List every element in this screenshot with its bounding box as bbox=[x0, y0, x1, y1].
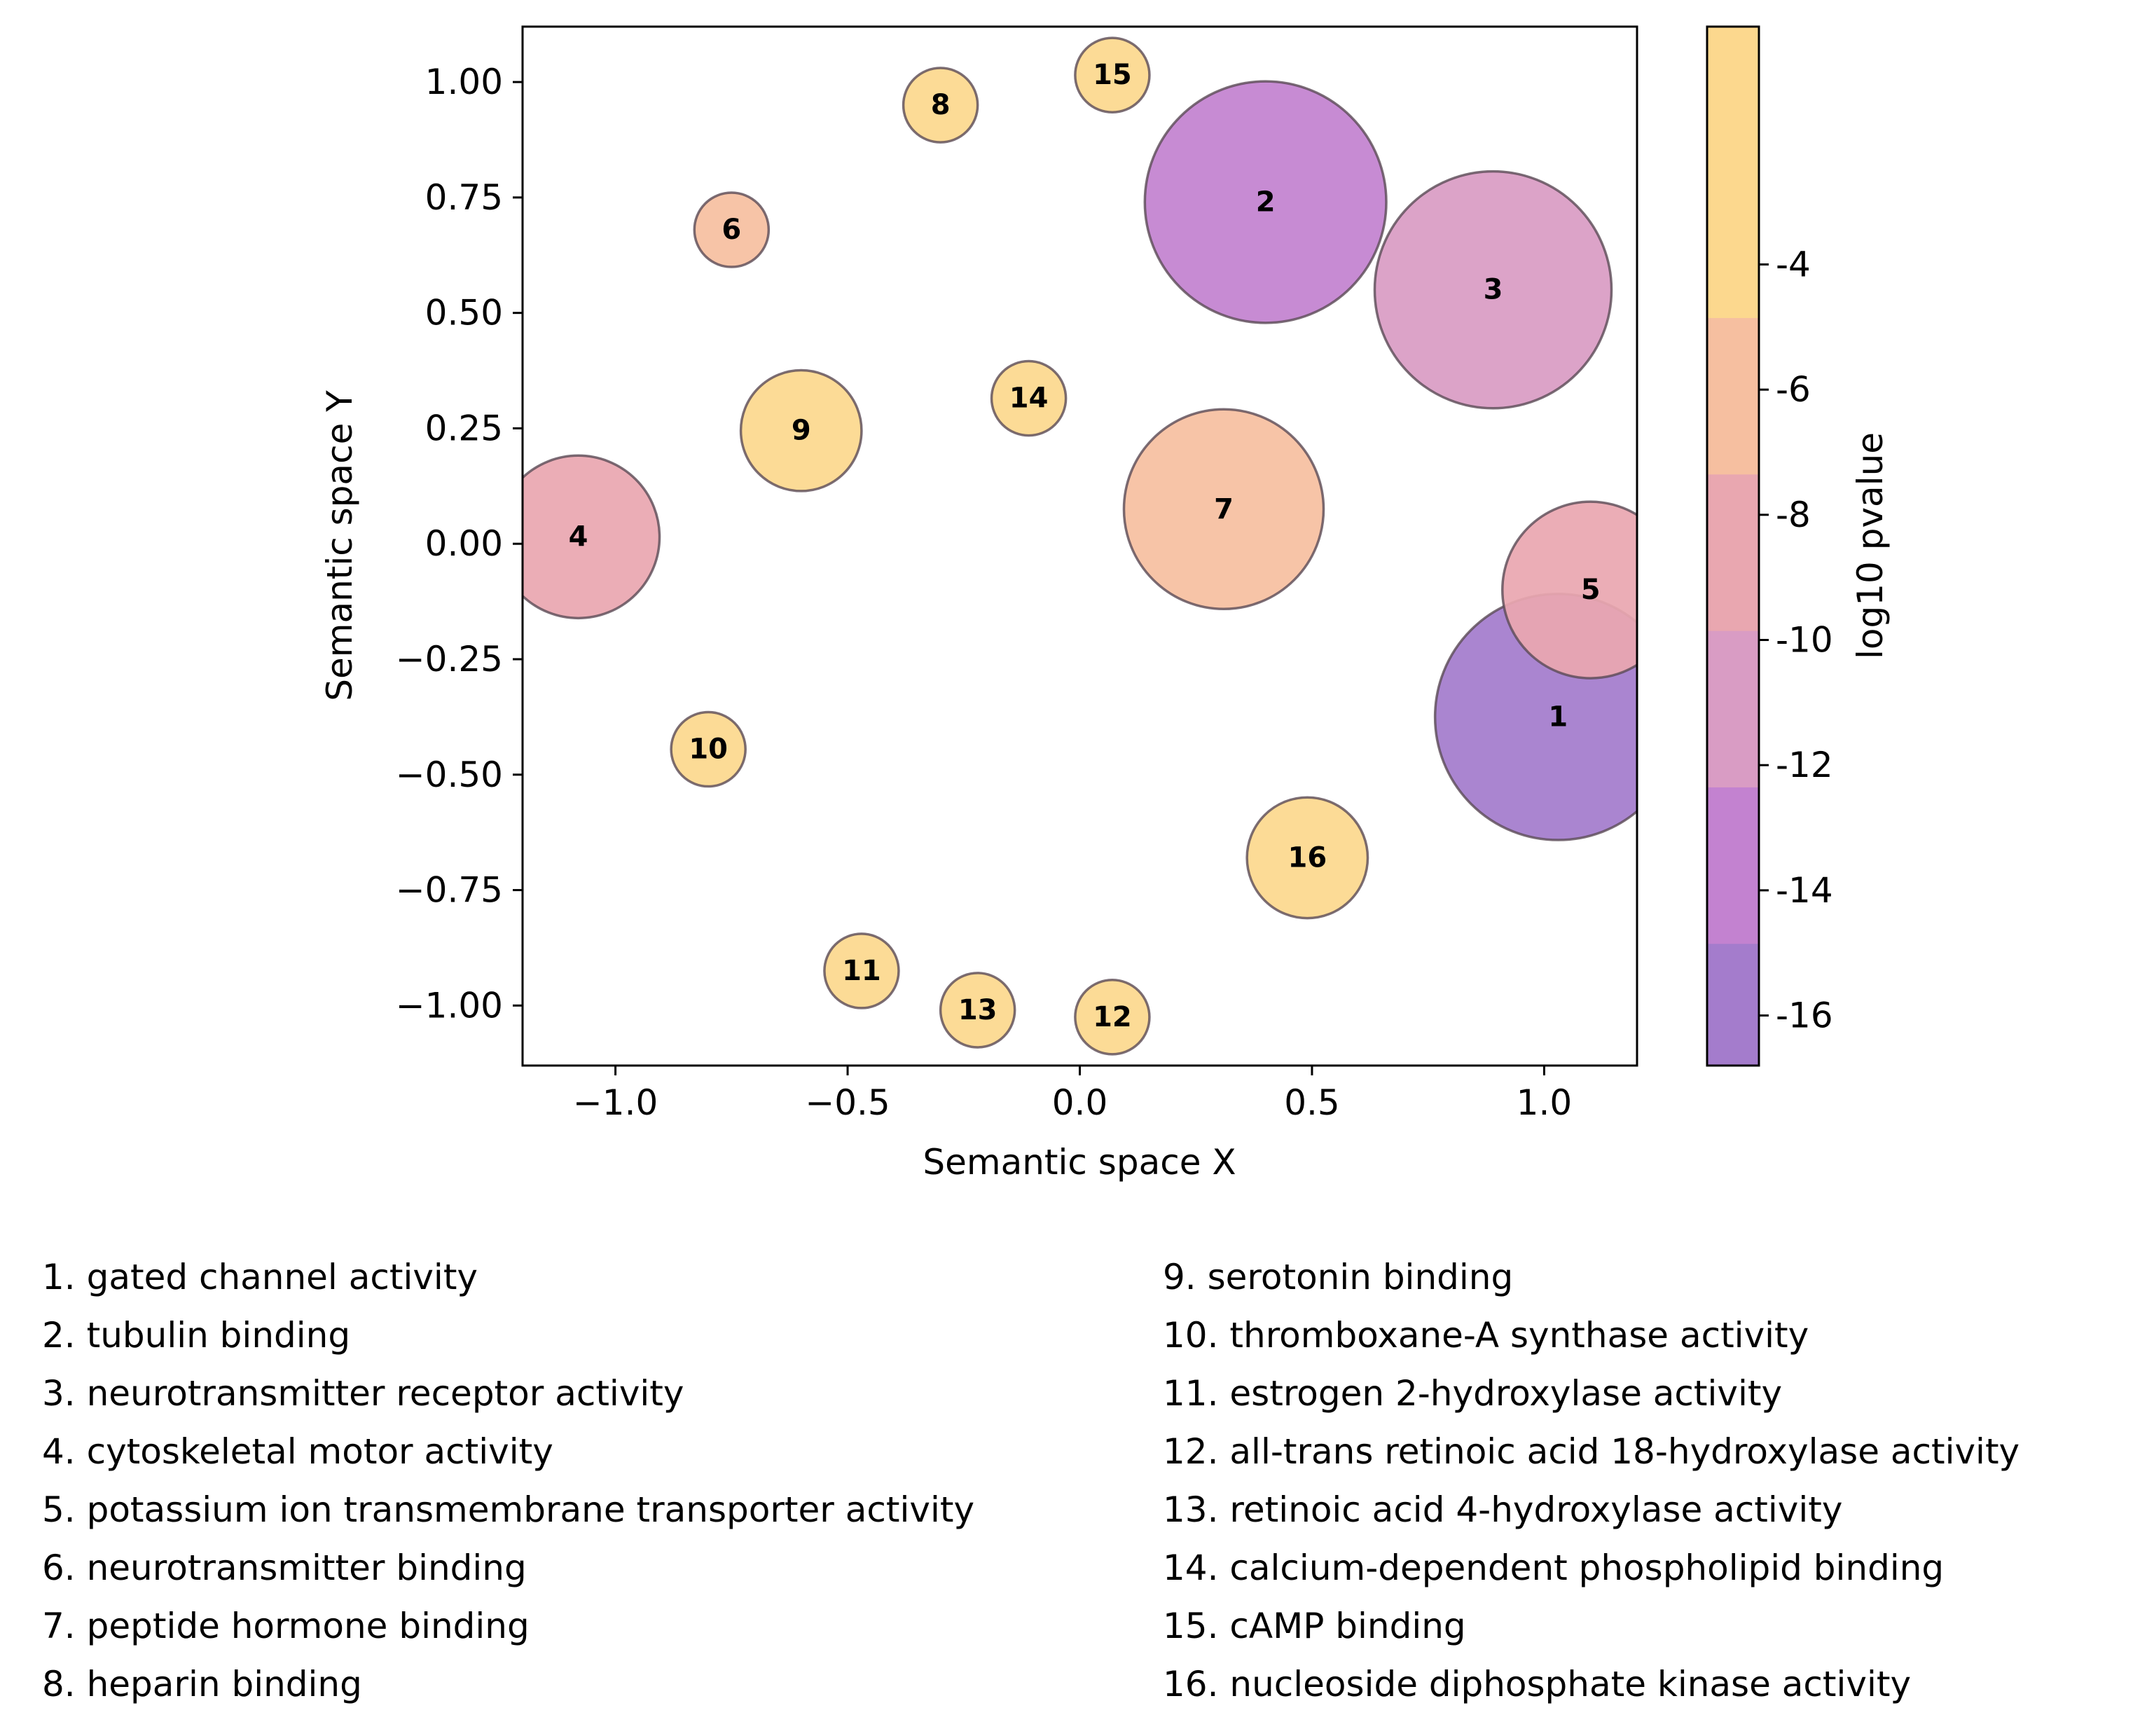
legend-entry: 14. calcium-dependent phospholipid bindi… bbox=[1163, 1548, 1945, 1588]
colorbar-bin bbox=[1707, 474, 1759, 631]
x-tick-label: −0.5 bbox=[805, 1082, 890, 1123]
colorbar-tick-label: -10 bbox=[1776, 620, 1833, 661]
bubble-8 bbox=[902, 67, 979, 144]
x-tick-label: 0.0 bbox=[1052, 1082, 1108, 1123]
colorbar-bin bbox=[1707, 317, 1759, 475]
y-tick-label: −1.00 bbox=[396, 985, 503, 1026]
bubble-3 bbox=[1373, 170, 1613, 410]
y-axis: 1.00 0.75 0.50 0.25 0.00 −0.25 −0.50 −0.75 −1.00 bbox=[396, 62, 523, 1026]
bubble-label-15: 15 bbox=[1093, 59, 1132, 91]
legend-entry: 9. serotonin binding bbox=[1163, 1257, 1514, 1297]
colorbar-bin bbox=[1707, 27, 1759, 318]
bubble-layer bbox=[523, 36, 1637, 1056]
bubble-7 bbox=[1122, 408, 1325, 611]
bubble-label-13: 13 bbox=[958, 994, 997, 1026]
bubble-2 bbox=[1143, 80, 1388, 324]
bubble-label-14: 14 bbox=[1009, 383, 1049, 415]
x-axis: −1.0 −0.5 0.0 0.5 1.0 bbox=[573, 1066, 1572, 1123]
bubble-label-7: 7 bbox=[1214, 493, 1234, 525]
legend-entry: 10. thromboxane-A synthase activity bbox=[1163, 1315, 1809, 1356]
x-tick-label: −1.0 bbox=[573, 1082, 658, 1123]
bubble-14 bbox=[990, 359, 1068, 437]
bubble-label-12: 12 bbox=[1093, 1001, 1132, 1033]
colorbar-bin bbox=[1707, 631, 1759, 787]
bubble-12 bbox=[1074, 979, 1151, 1056]
term-legend-left: 1. gated channel activity 2. tubulin bind… bbox=[42, 1248, 974, 1714]
y-tick-label: 0.50 bbox=[425, 293, 503, 333]
bubble-label-2: 2 bbox=[1256, 186, 1276, 218]
colorbar-tick-label: -6 bbox=[1776, 369, 1811, 410]
legend-entry: 5. potassium ion transmembrane transport… bbox=[42, 1489, 975, 1530]
bubble-label-1: 1 bbox=[1548, 701, 1568, 733]
legend-entry: 1. gated channel activity bbox=[42, 1257, 478, 1297]
colorbar-bin bbox=[1707, 943, 1759, 1066]
legend-entry: 16. nucleoside diphosphate kinase activi… bbox=[1163, 1664, 1912, 1704]
legend-entry: 4. cytoskeletal motor activity bbox=[42, 1431, 553, 1472]
legend-entry: 3. neurotransmitter receptor activity bbox=[42, 1373, 684, 1414]
legend-entry: 13. retinoic acid 4-hydroxylase activity bbox=[1163, 1489, 1843, 1530]
bubble-label-16: 16 bbox=[1287, 841, 1327, 874]
legend-entry: 12. all-trans retinoic acid 18-hydroxyla… bbox=[1163, 1431, 2020, 1472]
bubble-label-5: 5 bbox=[1581, 574, 1601, 606]
legend-entry: 15. cAMP binding bbox=[1163, 1606, 1466, 1646]
colorbar-ticks: -4 -6 -8 -10 -12 -14 -16 bbox=[1759, 244, 1833, 1036]
x-tick-label: 1.0 bbox=[1517, 1082, 1573, 1123]
bubble-label-10: 10 bbox=[689, 733, 728, 766]
legend-entry: 8. heparin binding bbox=[42, 1664, 362, 1704]
y-tick-label: 0.00 bbox=[425, 523, 503, 564]
colorbar-tick-label: -4 bbox=[1776, 244, 1811, 284]
bubble-label-3: 3 bbox=[1484, 274, 1503, 306]
bubble-11 bbox=[823, 932, 900, 1010]
bubble-6 bbox=[693, 191, 771, 268]
y-axis-label: Semantic space Y bbox=[319, 390, 360, 701]
bubble-label-11: 11 bbox=[842, 955, 881, 987]
bubble-5 bbox=[1501, 500, 1637, 680]
bubble-label-8: 8 bbox=[931, 89, 951, 121]
y-tick-label: 0.25 bbox=[425, 408, 503, 448]
bubble-label-4: 4 bbox=[569, 521, 588, 553]
y-tick-label: −0.50 bbox=[396, 755, 503, 795]
legend-entry: 11. estrogen 2-hydroxylase activity bbox=[1163, 1373, 1783, 1414]
x-tick-label: 0.5 bbox=[1284, 1082, 1340, 1123]
colorbar-tick-label: -8 bbox=[1776, 495, 1811, 535]
term-legend-right: 9. serotonin binding 10. thromboxane-A sy… bbox=[1163, 1248, 2020, 1714]
colorbar-tick-label: -14 bbox=[1776, 870, 1833, 911]
legend-entry: 7. peptide hormone binding bbox=[42, 1606, 530, 1646]
bubble-label-9: 9 bbox=[792, 415, 811, 447]
colorbar bbox=[1707, 27, 1759, 1066]
bubble-label-6: 6 bbox=[722, 214, 741, 246]
colorbar-tick-label: -12 bbox=[1776, 745, 1833, 785]
bubble-13 bbox=[939, 972, 1016, 1049]
bubble-15 bbox=[1074, 36, 1151, 113]
colorbar-tick-label: -16 bbox=[1776, 996, 1833, 1036]
colorbar-label: log10 pvalue bbox=[1850, 432, 1891, 659]
bubble-16 bbox=[1245, 796, 1369, 920]
y-tick-label: 0.75 bbox=[425, 177, 503, 218]
y-tick-label: −0.25 bbox=[396, 639, 503, 680]
y-tick-label: 1.00 bbox=[425, 62, 503, 102]
y-tick-label: −0.75 bbox=[396, 870, 503, 911]
bubble-4 bbox=[523, 454, 661, 620]
bubble-9 bbox=[739, 368, 863, 492]
colorbar-frame bbox=[1706, 25, 1760, 1067]
bubble-10 bbox=[670, 710, 747, 788]
x-axis-label: Semantic space X bbox=[923, 1142, 1236, 1183]
legend-entry: 2. tubulin binding bbox=[42, 1315, 351, 1356]
legend-entry: 6. neurotransmitter binding bbox=[42, 1548, 527, 1588]
colorbar-bin bbox=[1707, 787, 1759, 944]
